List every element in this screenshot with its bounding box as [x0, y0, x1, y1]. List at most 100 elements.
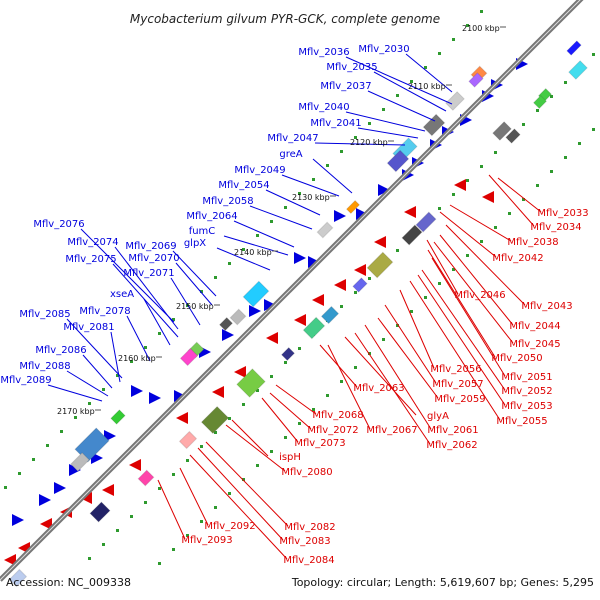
gc-dot [144, 346, 147, 349]
gc-dot [144, 501, 147, 504]
gene-label-mflv-2072: Mflv_2072 [307, 425, 358, 436]
gc-dot [242, 478, 245, 481]
gc-dot [172, 318, 175, 321]
gc-dot [214, 276, 217, 279]
gc-dot [88, 557, 91, 560]
gc-dot [158, 332, 161, 335]
gene-block [316, 221, 334, 239]
gene-block [110, 409, 126, 425]
gene-block [568, 60, 588, 80]
gc-dot [550, 170, 553, 173]
forward-gene-arrow [334, 210, 346, 222]
gc-dot [396, 249, 399, 252]
leader-line-mflv-2053 [417, 274, 506, 406]
tick-label: 2150 kbp [176, 302, 214, 311]
gene-label-mflv-2057: Mflv_2057 [432, 379, 483, 390]
gene-label-grea: greA [279, 149, 302, 160]
gene-label-mflv-2050: Mflv_2050 [491, 353, 542, 364]
gc-dot [60, 430, 63, 433]
gene-block [218, 316, 234, 332]
gc-dot [410, 310, 413, 313]
gene-label-fumc: fumC [189, 226, 216, 237]
leader-line-mflv-2035 [373, 71, 447, 112]
reverse-gene-arrow [212, 386, 224, 398]
gene-label-mflv-2076: Mflv_2076 [33, 219, 84, 230]
gc-dot [494, 151, 497, 154]
leader-line-mflv-2068 [275, 384, 317, 415]
leader-line-mflv-2086 [82, 354, 113, 389]
gene-label-mflv-2086: Mflv_2086 [35, 345, 86, 356]
gene-block [137, 469, 155, 487]
gc-dot [32, 458, 35, 461]
gc-dot [200, 290, 203, 293]
leader-line-mflv-2080 [225, 424, 286, 472]
gene-label-mflv-2092: Mflv_2092 [204, 521, 255, 532]
gene-label-mflv-2037: Mflv_2037 [320, 81, 371, 92]
gene-block [386, 149, 410, 173]
gc-dot [452, 38, 455, 41]
map-title: Mycobacterium gilvum PYR-GCK, complete g… [130, 12, 440, 26]
leader-line-mflv-2050 [427, 249, 496, 358]
gc-dot [578, 142, 581, 145]
gene-block [229, 308, 247, 326]
reverse-gene-arrow [176, 412, 188, 424]
gene-block [445, 91, 465, 111]
gc-dot [480, 165, 483, 168]
leader-line-mflv-2078 [126, 315, 151, 362]
leader-line-mflv-2083 [197, 447, 284, 541]
leader-line-mflv-2056 [399, 289, 435, 369]
leader-line-mflv-2093 [157, 479, 186, 540]
forward-gene-arrow [54, 482, 66, 494]
leader-line-isph [231, 419, 269, 457]
tick-label: 2110 kbp [408, 82, 446, 91]
gene-label-mflv-2042: Mflv_2042 [492, 253, 543, 264]
gc-dot [116, 374, 119, 377]
gc-dot [256, 389, 259, 392]
gene-label-mflv-2073: Mflv_2073 [294, 438, 345, 449]
leader-line-mflv-2067 [327, 344, 371, 430]
gc-content-track [4, 10, 595, 565]
gc-dot [256, 234, 259, 237]
leader-line-mflv-2074 [114, 246, 179, 330]
forward-gene-arrow [264, 299, 276, 311]
gene-block [345, 199, 361, 215]
gene-label-mflv-2035: Mflv_2035 [326, 62, 377, 73]
gc-dot [242, 248, 245, 251]
gene-label-mflv-2043: Mflv_2043 [521, 301, 572, 312]
reverse-gene-arrow [129, 459, 141, 471]
leader-line-mflv-2044 [439, 234, 514, 326]
gc-dot [298, 347, 301, 350]
gc-dot [480, 10, 483, 13]
gene-label-mflv-2081: Mflv_2081 [63, 322, 114, 333]
reverse-gene-arrow [80, 492, 92, 504]
gc-dot [522, 198, 525, 201]
gene-block [505, 128, 521, 144]
leader-line-mflv-2075 [112, 263, 179, 338]
tick-label: 2160 kbp [118, 354, 156, 363]
leader-line-mflv-2055 [409, 280, 501, 421]
forward-gene-arrow [308, 256, 320, 268]
leader-line-mflv-2047 [314, 142, 406, 146]
gc-dot [326, 164, 329, 167]
tick-label: 2170 kbp [57, 407, 95, 416]
gene-label-mflv-2061: Mflv_2061 [427, 425, 478, 436]
reverse-gene-arrow [312, 294, 324, 306]
gene-label-mflv-2056: Mflv_2056 [430, 364, 481, 375]
gene-block [200, 405, 230, 435]
leader-line-glya [344, 336, 417, 416]
gc-dot [592, 128, 595, 131]
gc-dot [200, 445, 203, 448]
tick-label: 2120 kbp [350, 138, 388, 147]
leader-line-mflv-2033 [497, 177, 542, 213]
gc-dot [508, 212, 511, 215]
gc-dot [312, 408, 315, 411]
gene-label-glpx: glpX [184, 238, 206, 249]
gene-label-mflv-2053: Mflv_2053 [501, 401, 552, 412]
gene-block [492, 121, 512, 141]
gc-dot [396, 324, 399, 327]
gene-block [468, 72, 484, 88]
gene-label-mflv-2045: Mflv_2045 [509, 339, 560, 350]
leader-line-mflv-2076 [80, 228, 175, 323]
